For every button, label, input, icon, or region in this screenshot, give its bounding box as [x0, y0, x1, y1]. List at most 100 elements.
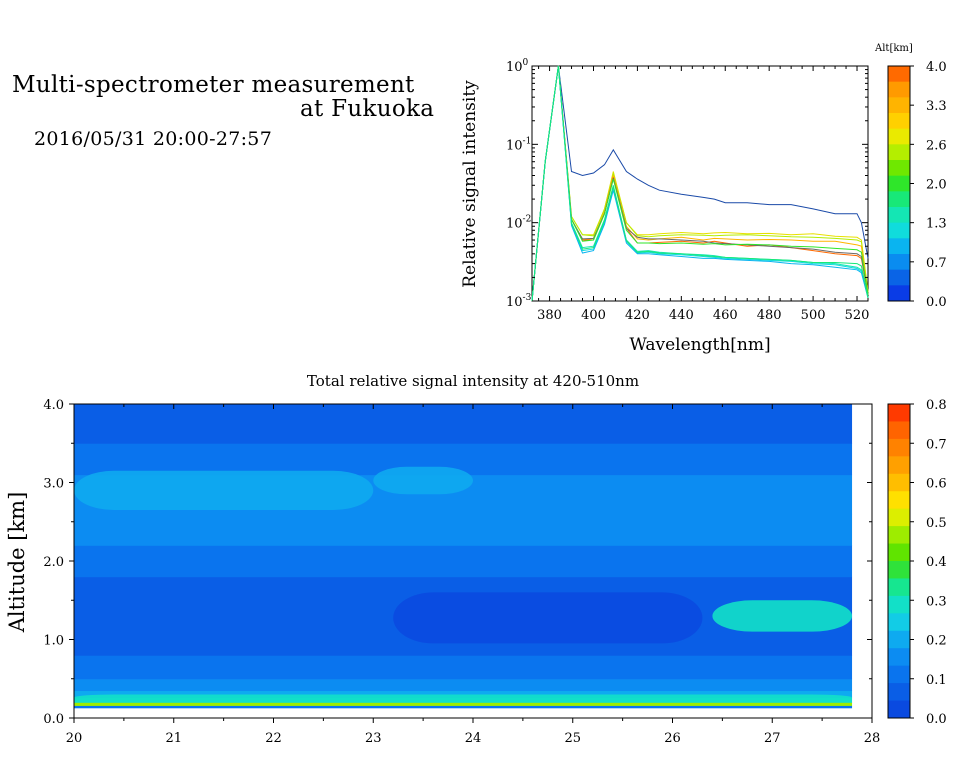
- heatmap-feature-3: [393, 592, 703, 644]
- spectrum-chart: 380 400 420 440 460 480 500 520 10-3 10-2 10-1 100 W…: [460, 43, 947, 355]
- spectrum-y-tick-label: 10-3: [506, 293, 532, 310]
- altitude-colorbar-segment: [888, 285, 910, 302]
- intensity-colorbar-segment: [888, 613, 910, 632]
- intensity-colorbar-segment: [888, 491, 910, 510]
- intensity-colorbar-segment: [888, 561, 910, 579]
- intensity-colorbar-segment: [888, 404, 910, 422]
- intensity-colorbar-segment: [888, 630, 910, 649]
- altitude-colorbar-segment: [888, 254, 910, 271]
- spectrum-y-tick-exponent: -1: [523, 136, 532, 146]
- intensity-colorbar-tick-label: 0.8: [926, 398, 947, 413]
- intensity-colorbar-segment: [888, 438, 910, 457]
- intensity-colorbar-segment: [888, 595, 910, 614]
- spectrum-series-group: [531, 65, 869, 302]
- intensity-colorbar-segment: [888, 526, 910, 545]
- spectrum-x-tick-label: 380: [537, 308, 562, 323]
- heatmap-band-11: [74, 404, 853, 444]
- spectrum-series-line-0: [531, 65, 869, 302]
- spectrum-y-axis-label: Relative signal intensity: [460, 80, 480, 288]
- altitude-colorbar-segment: [888, 269, 910, 286]
- intensity-colorbar-tick-label: 0.2: [926, 634, 947, 649]
- heatmap-band-1: [74, 702, 853, 706]
- spectrum-x-tick-label: 400: [581, 308, 606, 323]
- intensity-colorbar-tick-label: 0.7: [926, 437, 947, 452]
- intensity-colorbar-segment: [888, 543, 910, 562]
- heatmap-title: Total relative signal intensity at 420-5…: [307, 372, 639, 390]
- heatmap-x-tick-label: 20: [66, 731, 83, 746]
- spectrum-y-tick-label: 10-1: [506, 136, 531, 153]
- intensity-colorbar-tick-label: 0.3: [926, 594, 947, 609]
- altitude-colorbar-segment: [888, 128, 910, 145]
- heatmap-x-tick-label: 23: [365, 731, 382, 746]
- intensity-colorbar-segment: [888, 700, 910, 719]
- spectrum-y-tick-exponent: -2: [523, 215, 532, 225]
- heatmap-y-axis-label: Altitude [km]: [5, 492, 29, 634]
- heatmap-band-0: [74, 705, 853, 709]
- intensity-colorbar-segment: [888, 683, 910, 702]
- heatmap-feature-2: [712, 600, 853, 632]
- heatmap-chart: 20 21 22 23 24 25 26 27 28 0.0 1.0 2.0 3.0 4.0 Total r…: [5, 372, 947, 746]
- heatmap-band-3: [74, 690, 853, 699]
- intensity-colorbar-segment: [888, 421, 910, 440]
- altitude-colorbar-label: Alt[km]: [874, 43, 913, 54]
- heatmap-y-tick-label: 4.0: [43, 398, 64, 413]
- altitude-colorbar-segment: [888, 81, 910, 98]
- heatmap-feature-0: [74, 470, 374, 510]
- heatmap-band-8: [74, 513, 853, 546]
- heatmap-feature-4: [74, 694, 853, 701]
- spectrum-x-tick-label: 420: [625, 308, 650, 323]
- altitude-colorbar-tick-label: 2.6: [926, 138, 947, 153]
- altitude-colorbar-segment: [888, 207, 910, 224]
- spectrum-x-tick-label: 480: [757, 308, 782, 323]
- spectrum-y-tick-label: 10-2: [506, 215, 531, 232]
- spectrum-series-line-9: [531, 65, 869, 302]
- altitude-colorbar-segment: [888, 175, 910, 192]
- altitude-colorbar-segment: [888, 191, 910, 208]
- spectrum-series-line-2: [531, 65, 869, 302]
- altitude-colorbar-tick-label: 0.7: [926, 256, 947, 271]
- spectrum-x-tick-label: 440: [669, 308, 694, 323]
- spectrum-plot-frame: [531, 65, 869, 302]
- heatmap-band-10: [74, 443, 853, 476]
- altitude-colorbar-tick-label: 3.3: [926, 99, 947, 114]
- heatmap-band-7: [74, 545, 853, 578]
- spectrum-y-tick-label: 100: [506, 58, 529, 75]
- altitude-colorbar: 4.0 3.3 2.6 2.0 1.3 0.7 0.0 Alt[km]: [874, 43, 947, 310]
- altitude-colorbar-segment: [888, 113, 910, 130]
- intensity-colorbar-segment: [888, 665, 910, 684]
- altitude-colorbar-segment: [888, 222, 910, 239]
- spectrum-x-tick-label: 460: [713, 308, 738, 323]
- altitude-colorbar-segment: [888, 97, 910, 114]
- spectrum-x-tick-label: 500: [801, 308, 826, 323]
- spectrum-x-tick-label: 520: [845, 308, 870, 323]
- heatmap-y-tick-label: 0.0: [43, 712, 64, 727]
- altitude-colorbar-tick-label: 4.0: [926, 60, 947, 75]
- spectrum-y-tick-exponent: 0: [523, 58, 529, 68]
- heatmap-band-4: [74, 678, 853, 692]
- heatmap-x-tick-label: 22: [265, 731, 282, 746]
- heatmap-feature-1: [373, 466, 473, 495]
- intensity-colorbar-tick-label: 0.1: [926, 673, 947, 688]
- intensity-colorbar-tick-label: 0.0: [926, 712, 947, 727]
- spectrum-series-line-10: [531, 65, 869, 302]
- intensity-colorbar-segment: [888, 648, 910, 667]
- heatmap-y-tick-label: 2.0: [43, 555, 64, 570]
- intensity-colorbar-segment: [888, 578, 910, 597]
- altitude-colorbar-tick-label: 0.0: [926, 295, 947, 310]
- spectrum-x-axis-label: Wavelength[nm]: [629, 335, 770, 355]
- intensity-colorbar-segment: [888, 473, 910, 492]
- altitude-colorbar-tick-label: 2.0: [926, 178, 947, 193]
- spectrum-series-line-5: [531, 65, 869, 302]
- heatmap-x-tick-label: 24: [465, 731, 482, 746]
- intensity-colorbar-tick-label: 0.4: [926, 555, 947, 570]
- intensity-colorbar-tick-label: 0.6: [926, 477, 947, 492]
- heatmap-y-tick-label: 3.0: [43, 477, 64, 492]
- heatmap-band-5: [74, 655, 853, 680]
- spectrum-y-tick-exponent: -3: [523, 293, 532, 303]
- heatmap-x-tick-label: 25: [564, 731, 581, 746]
- heatmap-x-tick-label: 27: [764, 731, 781, 746]
- intensity-colorbar-segment: [888, 508, 910, 527]
- heatmap-x-tick-label: 21: [165, 731, 182, 746]
- altitude-colorbar-segment: [888, 160, 910, 177]
